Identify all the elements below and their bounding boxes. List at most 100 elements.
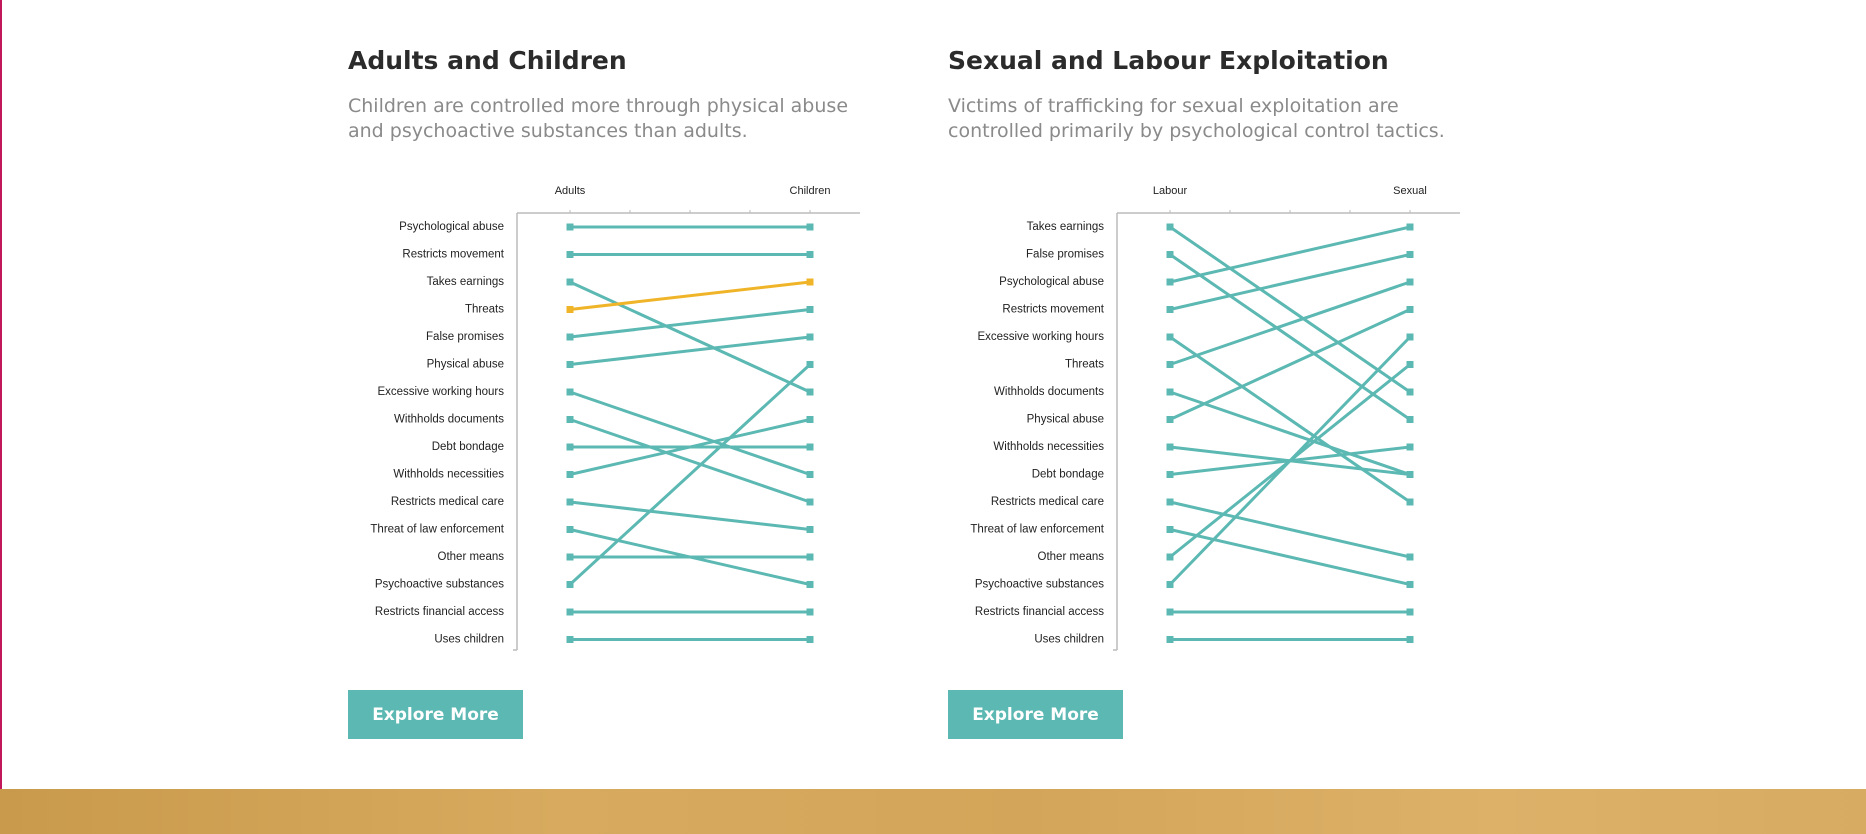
- slope-line-takes-earnings: [1169, 225, 1411, 394]
- category-label-threat-of-law-enforcement: Threat of law enforcement: [370, 524, 504, 536]
- point-adults-false-promises: [566, 333, 574, 341]
- point-children-restricts-movement: [806, 251, 814, 258]
- point-sexual-other-means: [1406, 361, 1414, 368]
- point-children-restricts-financial-access: [806, 608, 814, 616]
- footer-band: [0, 789, 1866, 834]
- category-label-physical-abuse: Physical abuse: [1027, 414, 1104, 426]
- point-labour-restricts-movement: [1166, 306, 1174, 313]
- category-label-false-promises: False promises: [1026, 249, 1104, 261]
- category-label-restricts-movement: Restricts movement: [402, 249, 504, 261]
- point-labour-restricts-financial-access: [1166, 608, 1174, 616]
- point-labour-physical-abuse: [1166, 416, 1174, 423]
- point-children-uses-children: [806, 636, 814, 643]
- point-adults-psychological-abuse: [566, 223, 574, 231]
- category-label-psychological-abuse: Psychological abuse: [999, 276, 1104, 288]
- point-sexual-uses-children: [1406, 636, 1414, 643]
- panel-title: Adults and Children: [348, 46, 627, 75]
- point-adults-takes-earnings: [566, 278, 574, 286]
- category-label-threat-of-law-enforcement: Threat of law enforcement: [970, 524, 1104, 536]
- slope-line-restricts-medical-care: [569, 500, 811, 531]
- point-labour-false-promises: [1166, 251, 1174, 258]
- category-label-restricts-medical-care: Restricts medical care: [391, 496, 504, 508]
- category-label-threats: Threats: [1065, 359, 1104, 371]
- point-children-physical-abuse: [806, 333, 814, 341]
- point-labour-restricts-medical-care: [1166, 498, 1174, 506]
- point-children-withholds-necessities: [806, 416, 814, 423]
- point-adults-debt-bondage: [566, 443, 574, 451]
- category-label-uses-children: Uses children: [434, 634, 504, 646]
- category-label-withholds-necessities: Withholds necessities: [993, 441, 1104, 453]
- slope-line-threats: [1169, 280, 1411, 366]
- point-labour-threat-of-law-enforcement: [1166, 526, 1174, 533]
- point-sexual-restricts-financial-access: [1406, 608, 1414, 616]
- slope-line-excessive-working-hours: [569, 390, 811, 476]
- point-children-threats: [806, 278, 814, 286]
- point-sexual-threat-of-law-enforcement: [1406, 581, 1414, 588]
- point-children-excessive-working-hours: [806, 471, 814, 478]
- slope-line-false-promises: [1169, 253, 1411, 421]
- category-label-excessive-working-hours: Excessive working hours: [977, 331, 1104, 343]
- category-label-restricts-financial-access: Restricts financial access: [375, 606, 504, 618]
- category-label-psychological-abuse: Psychological abuse: [399, 221, 504, 233]
- point-labour-debt-bondage: [1166, 471, 1174, 478]
- point-children-debt-bondage: [806, 443, 814, 451]
- point-adults-threats: [566, 306, 574, 313]
- point-sexual-psychoactive-substances: [1406, 333, 1414, 341]
- category-label-withholds-documents: Withholds documents: [394, 414, 504, 426]
- category-label-takes-earnings: Takes earnings: [1027, 221, 1105, 233]
- left-edge-accent: [0, 0, 2, 789]
- point-labour-psychoactive-substances: [1166, 581, 1174, 588]
- slope-chart-sexual-labour: Labour Sexual Takes earnings False promises…: [970, 185, 1460, 651]
- point-adults-restricts-movement: [566, 251, 574, 258]
- axis-header-labour: Labour: [1153, 185, 1188, 197]
- category-label-psychoactive-substances: Psychoactive substances: [975, 579, 1104, 591]
- category-label-threats: Threats: [465, 304, 504, 316]
- point-children-other-means: [806, 553, 814, 561]
- axis-header-adults: Adults: [555, 185, 586, 197]
- category-label-debt-bondage: Debt bondage: [1032, 469, 1104, 481]
- slope-line-takes-earnings: [569, 280, 811, 394]
- category-label-withholds-documents: Withholds documents: [994, 386, 1104, 398]
- point-sexual-threats: [1406, 278, 1414, 286]
- slope-line-withholds-documents: [1169, 390, 1411, 476]
- point-children-psychological-abuse: [806, 223, 814, 231]
- point-sexual-takes-earnings: [1406, 388, 1414, 396]
- explore-more-button[interactable]: Explore More: [348, 690, 523, 739]
- category-label-false-promises: False promises: [426, 331, 504, 343]
- point-labour-excessive-working-hours: [1166, 333, 1174, 341]
- point-adults-threat-of-law-enforcement: [566, 526, 574, 533]
- point-sexual-restricts-movement: [1406, 251, 1414, 258]
- slope-line-psychoactive-substances: [568, 363, 812, 586]
- slope-line-threat-of-law-enforcement: [1169, 528, 1411, 586]
- point-adults-excessive-working-hours: [566, 388, 574, 396]
- point-sexual-excessive-working-hours: [1406, 498, 1414, 506]
- point-adults-restricts-financial-access: [566, 608, 574, 616]
- slope-line-restricts-movement: [1169, 253, 1411, 311]
- slope-line-false-promises: [569, 308, 811, 339]
- point-sexual-false-promises: [1406, 416, 1414, 423]
- slope-line-withholds-documents: [569, 418, 811, 504]
- slope-line-psychological-abuse: [1169, 225, 1411, 284]
- point-labour-withholds-documents: [1166, 388, 1174, 396]
- slope-line-physical-abuse: [569, 335, 811, 366]
- panel-description: Children are controlled more through phy…: [348, 95, 849, 142]
- axis-header-sexual: Sexual: [1393, 185, 1427, 197]
- explore-more-button[interactable]: Explore More: [948, 690, 1123, 739]
- category-label-psychoactive-substances: Psychoactive substances: [375, 579, 504, 591]
- point-adults-withholds-documents: [566, 416, 574, 423]
- point-labour-psychological-abuse: [1166, 278, 1174, 286]
- point-children-withholds-documents: [806, 498, 814, 506]
- category-label-uses-children: Uses children: [1034, 634, 1104, 646]
- category-label-debt-bondage: Debt bondage: [432, 441, 504, 453]
- category-label-takes-earnings: Takes earnings: [427, 276, 505, 288]
- slope-chart-adults-children: Adults Children Psychological abuse Restric…: [370, 185, 860, 651]
- slope-line-threats: [569, 280, 811, 311]
- point-adults-psychoactive-substances: [566, 581, 574, 588]
- category-label-excessive-working-hours: Excessive working hours: [377, 386, 504, 398]
- panel-title: Sexual and Labour Exploitation: [948, 46, 1389, 75]
- point-labour-other-means: [1166, 553, 1174, 561]
- point-adults-uses-children: [566, 636, 574, 643]
- point-adults-withholds-necessities: [566, 471, 574, 478]
- point-adults-other-means: [566, 553, 574, 561]
- point-labour-takes-earnings: [1166, 223, 1174, 231]
